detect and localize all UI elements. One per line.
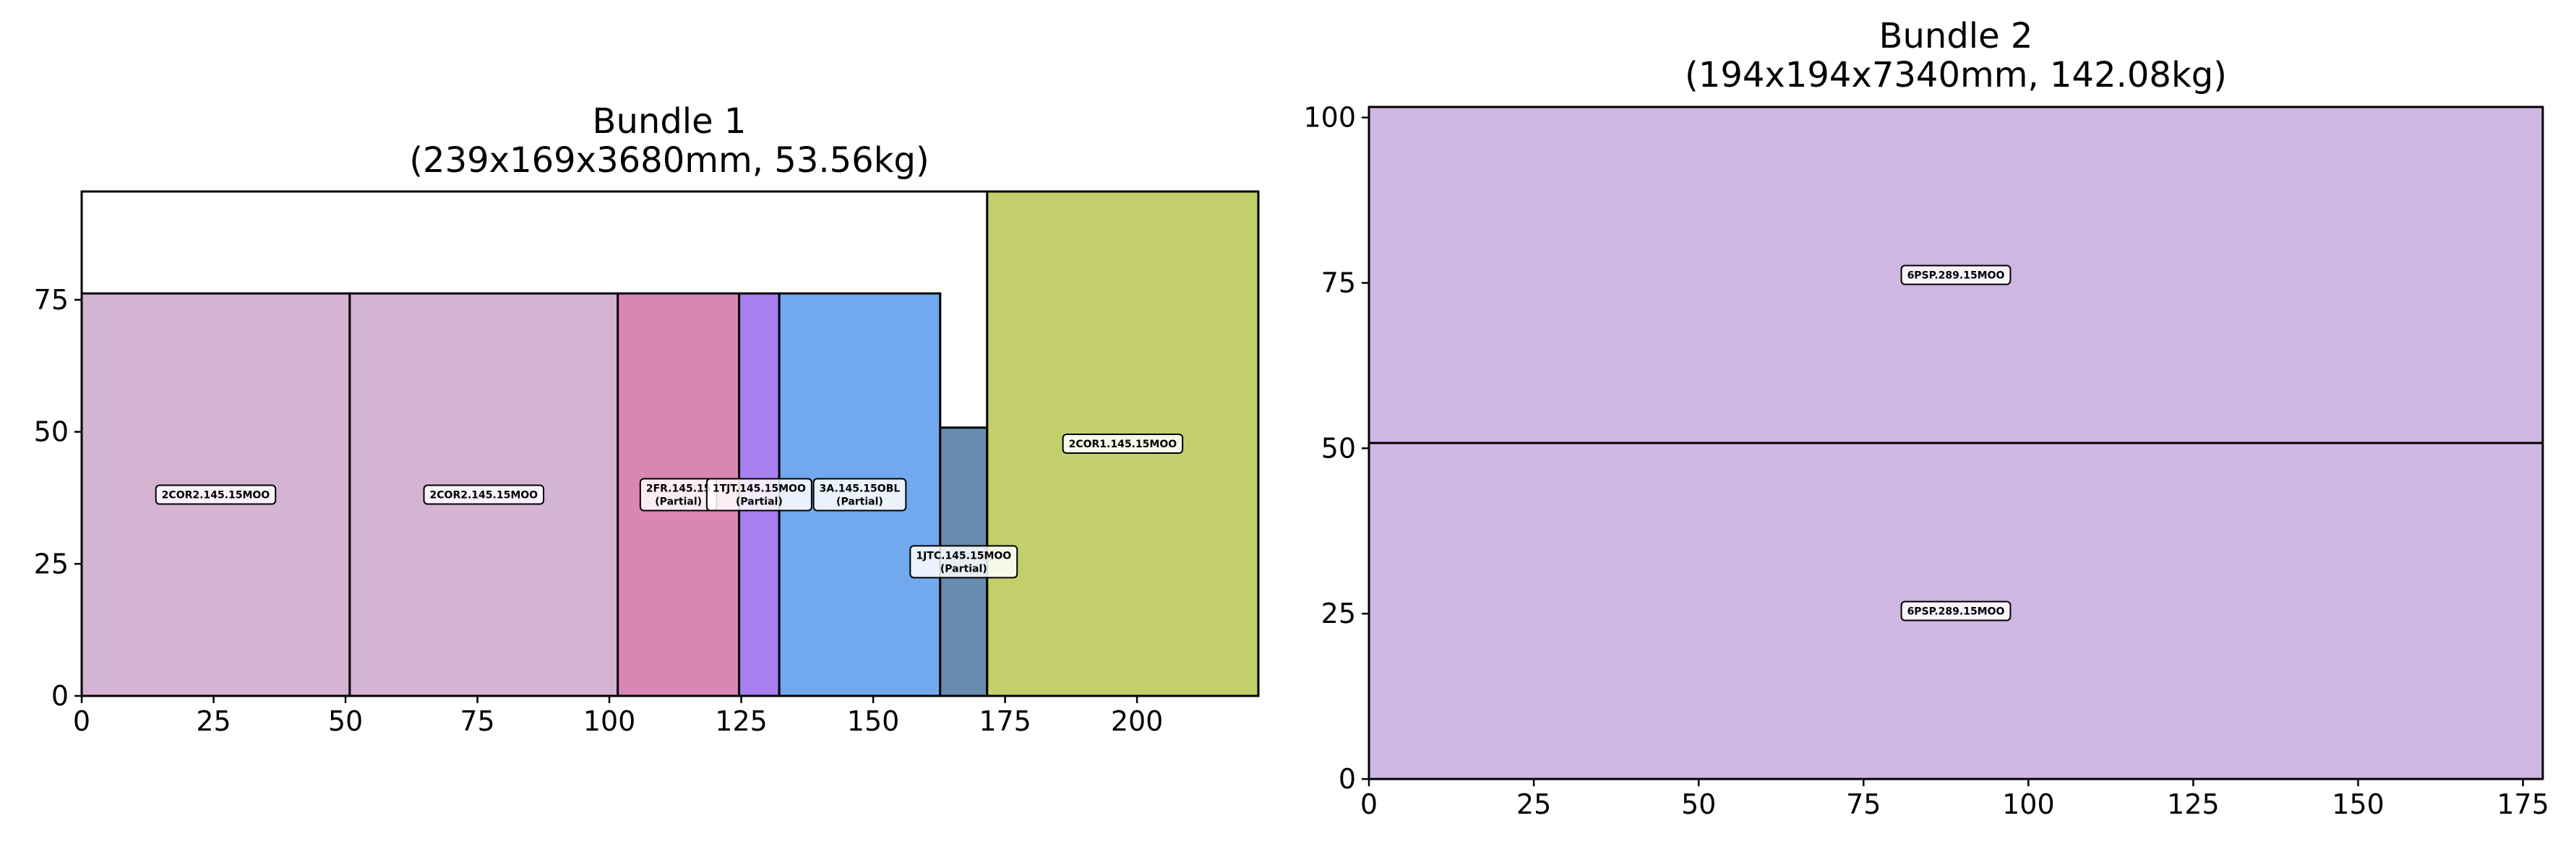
piece-label-box (423, 484, 545, 505)
x-tick-label: 0 (73, 705, 90, 737)
x-tick-label: 200 (1111, 705, 1164, 737)
piece-label-text: 1TJT.145.15MOO (713, 483, 806, 495)
x-tick-label: 75 (460, 705, 494, 737)
bundle-1-title: Bundle 1 (593, 101, 747, 142)
x-tick-label: 150 (847, 705, 900, 737)
piece-label-box (705, 478, 812, 512)
x-tick-label: 50 (328, 705, 363, 737)
x-tick-label: 0 (1360, 788, 1378, 820)
piece-label-box (155, 484, 277, 505)
x-tick-label: 125 (715, 705, 768, 737)
piece-label-box (909, 545, 1018, 579)
piece-label-text: 2FR.145.15 (646, 483, 711, 495)
piece-label: 1TJT.145.15MOO(Partial) (705, 478, 812, 512)
piece-label-note: (Partial) (655, 496, 702, 508)
piece-label: 2COR2.145.15MOO (155, 484, 277, 505)
x-tick-label: 75 (1846, 788, 1881, 820)
piece-label-text: 2COR2.145.15MOO (162, 490, 270, 502)
bundle-1-subtitle: (239x169x3680mm, 53.56kg) (409, 140, 929, 181)
y-tick-label: 50 (34, 416, 69, 448)
x-tick-label: 175 (2496, 788, 2549, 820)
piece-label-note: (Partial) (940, 563, 987, 575)
piece-label-box (1900, 264, 2012, 285)
y-tick-label: 0 (1339, 763, 1356, 795)
x-tick-label: 175 (979, 705, 1031, 737)
x-tick-label: 50 (1681, 788, 1716, 820)
axes-frame (1368, 106, 2544, 780)
piece-label-text: 2COR2.145.15MOO (430, 490, 538, 502)
piece-label-box (1900, 601, 2012, 621)
bundle-2-subtitle: (194x194x7340mm, 142.08kg) (1685, 55, 2227, 95)
piece-label-box (1062, 434, 1184, 454)
x-tick-label: 125 (2167, 788, 2220, 820)
x-tick-label: 100 (583, 705, 636, 737)
x-tick-label: 150 (2332, 788, 2384, 820)
piece-label-text: 2COR1.145.15MOO (1069, 439, 1177, 450)
y-tick-label: 0 (51, 680, 69, 712)
y-tick-label: 75 (1321, 267, 1356, 298)
y-tick-label: 50 (1321, 432, 1356, 464)
x-tick-label: 25 (196, 705, 231, 737)
piece-label: 6PSP.289.15MOO (1900, 264, 2012, 285)
piece-label-text: 6PSP.289.15MOO (1907, 606, 2005, 618)
y-tick-label: 75 (34, 284, 69, 316)
x-tick-label: 100 (2002, 788, 2055, 820)
piece-label-box (812, 478, 907, 512)
bundle-2-panel: Bundle 2 (194x194x7340mm, 142.08kg) 6PSP… (1303, 16, 2549, 820)
y-tick-label: 100 (1303, 102, 1356, 134)
piece-label-text: 3A.145.15OBL (820, 483, 901, 495)
piece-label-note: (Partial) (836, 496, 883, 508)
x-tick-label: 25 (1516, 788, 1551, 820)
piece-label: 2FR.145.15(Partial) (639, 478, 718, 512)
y-tick-label: 25 (34, 548, 69, 580)
piece-label: 6PSP.289.15MOO (1900, 601, 2012, 621)
piece-label-text: 1JTC.145.15MOO (916, 550, 1011, 561)
axes-frame (80, 190, 1260, 697)
piece-label: 1JTC.145.15MOO (Partial) (909, 545, 1018, 579)
piece-label: 2COR2.145.15MOO (423, 484, 545, 505)
piece-label: 2COR1.145.15MOO (1062, 434, 1184, 454)
bundle-1-panel: Bundle 1 (239x169x3680mm, 53.56kg) 2COR2… (34, 101, 1260, 737)
bundle-2-title: Bundle 2 (1879, 16, 2033, 56)
y-tick-label: 25 (1321, 598, 1356, 629)
piece-label-note: (Partial) (736, 496, 783, 508)
piece-label: 3A.145.15OBL(Partial) (812, 478, 907, 512)
piece-label-text: 6PSP.289.15MOO (1907, 270, 2005, 282)
